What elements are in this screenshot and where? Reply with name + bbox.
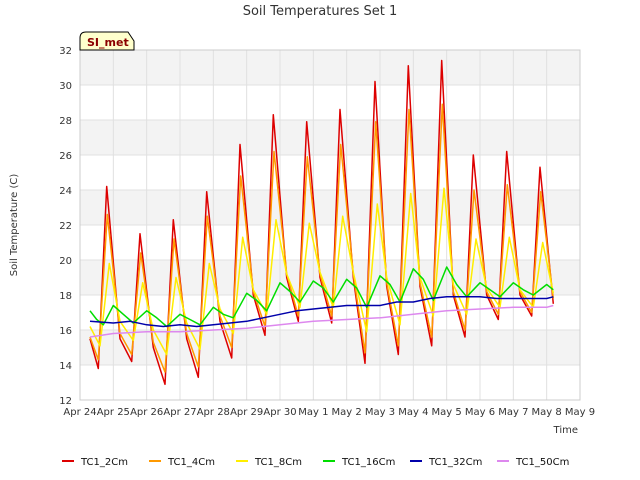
legend-item: TC1_2Cm (62, 457, 128, 468)
x-tick-label: Apr 27 (163, 407, 196, 418)
y-tick-label: 12 (59, 396, 72, 407)
x-tick-label: May 4 (398, 407, 428, 418)
site-badge: SI_met (79, 31, 135, 51)
series-line-tc1-16cm (89, 266, 554, 328)
series-line-tc1-50cm (89, 304, 554, 338)
x-tick-label: Apr 30 (263, 407, 296, 418)
y-tick-label: 28 (59, 116, 72, 127)
site-badge-shape (79, 31, 135, 51)
x-tick-labels: Apr 24 Apr 25 Apr 26 Apr 27 Apr 28 Apr 29 Apr … (63, 407, 595, 418)
series-line-tc1-2cm (89, 59, 555, 386)
y-tick-label: 30 (59, 81, 72, 92)
legend-label: TC1_8Cm (254, 457, 302, 468)
x-tick-label: May 1 (298, 407, 328, 418)
site-badge-label: SI_met (87, 36, 129, 49)
y-tick-label: 18 (59, 291, 72, 302)
x-tick-label: Apr 29 (230, 407, 263, 418)
y-tick-label: 16 (59, 326, 72, 337)
legend-item: TC1_4Cm (149, 457, 215, 468)
y-axis-label: Soil Temperature (C) (9, 174, 20, 277)
legend: TC1_2Cm TC1_4Cm TC1_8Cm TC1_16Cm TC1_32Cm TC1… (62, 457, 569, 468)
y-tick-label: 22 (59, 221, 72, 232)
x-tick-label: Apr 24 (63, 407, 96, 418)
x-axis-label: Time (553, 425, 578, 436)
legend-item: TC1_50Cm (497, 457, 569, 468)
chart-title: Soil Temperatures Set 1 (243, 4, 398, 19)
x-tick-label: Apr 28 (197, 407, 230, 418)
legend-item: TC1_32Cm (410, 457, 482, 468)
series-line-tc1-32cm (89, 296, 554, 328)
x-tick-label: May 3 (365, 407, 395, 418)
legend-item: TC1_16Cm (323, 457, 395, 468)
y-tick-labels: 12 14 16 18 20 22 24 26 28 30 32 (59, 46, 72, 407)
series-line-tc1-8cm (89, 187, 555, 356)
legend-label: TC1_2Cm (80, 457, 128, 468)
plot-band (80, 120, 580, 155)
plot-bands (80, 50, 580, 365)
plot-band (80, 50, 580, 85)
x-tick-label: Apr 25 (97, 407, 130, 418)
plot-frame (79, 49, 581, 401)
legend-label: TC1_4Cm (167, 457, 215, 468)
y-tick-label: 26 (59, 151, 72, 162)
series-lines (89, 59, 555, 386)
x-tick-label: Apr 26 (130, 407, 163, 418)
legend-item: TC1_8Cm (236, 457, 302, 468)
y-tick-label: 24 (59, 186, 72, 197)
y-tick-label: 32 (59, 46, 72, 57)
y-tick-label: 14 (59, 361, 72, 372)
plot-band (80, 190, 580, 225)
x-tick-label: May 9 (565, 407, 595, 418)
x-tick-label: May 2 (332, 407, 362, 418)
y-tick-label: 20 (59, 256, 72, 267)
legend-label: TC1_50Cm (515, 457, 569, 468)
x-tick-label: May 8 (532, 407, 562, 418)
x-tick-label: May 5 (432, 407, 462, 418)
legend-label: TC1_16Cm (341, 457, 395, 468)
legend-label: TC1_32Cm (428, 457, 482, 468)
plot-band (80, 260, 580, 295)
x-tick-label: May 7 (498, 407, 528, 418)
x-tick-label: May 6 (465, 407, 495, 418)
